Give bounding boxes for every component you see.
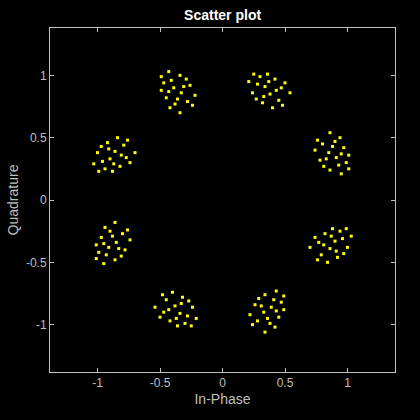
svg-text:0.5: 0.5 <box>30 131 47 145</box>
svg-text:Scatter plot: Scatter plot <box>184 7 261 23</box>
svg-text:1: 1 <box>40 69 47 83</box>
svg-text:1: 1 <box>344 376 351 390</box>
svg-text:-0.5: -0.5 <box>26 256 47 270</box>
svg-text:In-Phase: In-Phase <box>194 391 250 407</box>
svg-text:0: 0 <box>40 193 47 207</box>
svg-text:Quadrature: Quadrature <box>5 164 21 235</box>
svg-text:0.5: 0.5 <box>277 376 294 390</box>
svg-text:-1: -1 <box>92 376 103 390</box>
svg-text:-1: -1 <box>36 318 47 332</box>
svg-text:0: 0 <box>219 376 226 390</box>
svg-text:-0.5: -0.5 <box>150 376 171 390</box>
